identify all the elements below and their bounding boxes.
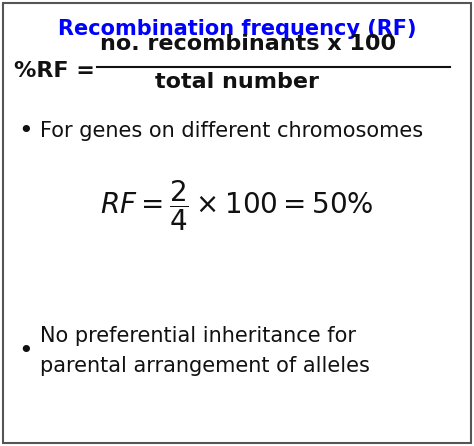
Text: •: • xyxy=(18,339,33,363)
Text: For genes on different chromosomes: For genes on different chromosomes xyxy=(40,121,423,141)
FancyBboxPatch shape xyxy=(3,3,471,443)
Text: total number: total number xyxy=(155,72,319,92)
Text: $RF = \dfrac{2}{4}\times100 = 50\%$: $RF = \dfrac{2}{4}\times100 = 50\%$ xyxy=(100,179,374,233)
Text: •: • xyxy=(18,119,33,143)
Text: no. recombinants x 100: no. recombinants x 100 xyxy=(100,34,396,54)
Text: Recombination frequency (RF): Recombination frequency (RF) xyxy=(58,19,416,39)
Text: No preferential inheritance for
parental arrangement of alleles: No preferential inheritance for parental… xyxy=(40,326,370,376)
Text: %RF =: %RF = xyxy=(14,61,103,81)
